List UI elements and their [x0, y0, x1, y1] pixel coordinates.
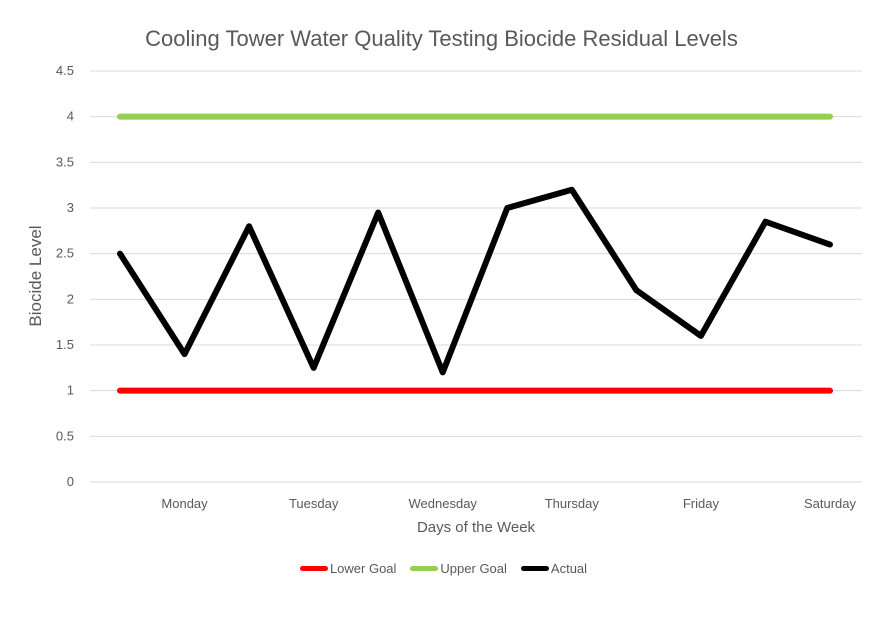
legend-label: Upper Goal — [440, 561, 507, 576]
x-tick-label: Monday — [161, 496, 208, 511]
legend-label: Actual — [550, 561, 588, 576]
x-tick-label: Tuesday — [289, 496, 339, 511]
legend-swatch — [520, 566, 549, 571]
legend-swatch — [299, 566, 328, 571]
legend: Lower Goal Upper Goal Actual — [0, 561, 887, 576]
y-tick-label: 4.5 — [56, 63, 74, 78]
x-tick-label: Friday — [683, 496, 720, 511]
y-tick-label: 3 — [67, 200, 74, 215]
legend-swatch — [410, 566, 439, 571]
legend-item: Actual — [520, 561, 588, 576]
legend-label: Lower Goal — [329, 561, 397, 576]
legend-item: Lower Goal — [299, 561, 397, 576]
y-tick-label: 0.5 — [56, 428, 74, 443]
y-tick-label: 2 — [67, 291, 74, 306]
x-axis-label: Days of the Week — [416, 519, 536, 536]
y-tick-label: 2.5 — [56, 246, 74, 261]
series-line-actual — [117, 186, 833, 376]
x-tick-label: Saturday — [804, 496, 857, 511]
y-tick-label: 1 — [67, 383, 74, 398]
y-tick-label: 0 — [67, 474, 74, 489]
x-tick-label: Wednesday — [409, 496, 478, 511]
y-tick-label: 1.5 — [56, 337, 74, 352]
y-tick-label: 3.5 — [56, 154, 74, 169]
x-tick-label: Thursday — [545, 496, 600, 511]
y-tick-label: 4 — [67, 109, 74, 124]
chart-title: Cooling Tower Water Quality Testing Bioc… — [145, 26, 738, 51]
legend-item: Upper Goal — [410, 561, 507, 576]
